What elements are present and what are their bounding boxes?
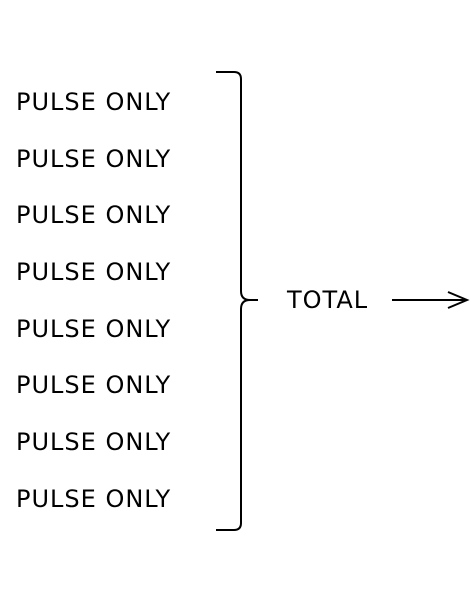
input-label: PULSE ONLY bbox=[16, 88, 172, 116]
total-label: TOTAL bbox=[287, 286, 369, 314]
input-label: PULSE ONLY bbox=[16, 201, 172, 230]
arrow-head-icon bbox=[447, 291, 470, 309]
input-label: PULSE ONLY bbox=[16, 314, 172, 343]
right-curly-brace bbox=[216, 71, 258, 531]
input-label: PULSE ONLY bbox=[16, 484, 172, 513]
input-label: PULSE ONLY bbox=[16, 144, 172, 173]
input-label: PULSE ONLY bbox=[16, 428, 172, 457]
input-label: PULSE ONLY bbox=[16, 371, 172, 400]
input-list: PULSE ONLY PULSE ONLY PULSE ONLY PULSE O… bbox=[16, 84, 171, 538]
input-label: PULSE ONLY bbox=[16, 258, 172, 287]
